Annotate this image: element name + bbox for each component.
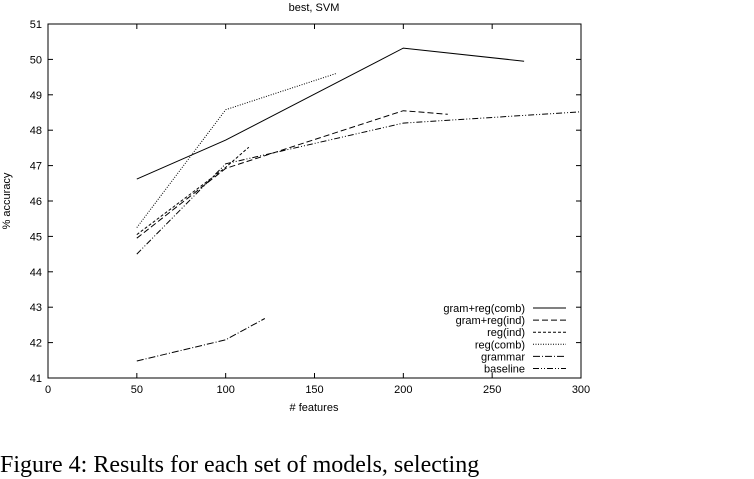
x-axis-title: # features [290,402,339,414]
legend-label: gram+reg(ind) [456,315,525,327]
x-tick-label: 300 [572,384,590,396]
y-tick-label: 42 [30,338,42,350]
x-tick-label: 200 [394,384,412,396]
y-tick-label: 46 [30,196,42,208]
y-tick-label: 49 [30,90,42,102]
figure-caption: Figure 4: Results for each set of models… [0,452,480,478]
series-lines [136,47,582,362]
y-tick-label: 48 [30,125,42,137]
legend: gram+reg(comb)gram+reg(ind)reg(ind)reg(c… [443,303,566,376]
y-tick-label: 47 [30,161,42,173]
series-line-reg(ind) [136,146,250,235]
line-chart: best, SVM 0 50 100 150 200 250 300 41424344454… [1,2,590,414]
y-tick-label: 51 [30,19,42,31]
x-axis: 0 50 100 150 200 250 300 [45,24,590,396]
legend-label: reg(comb) [475,339,525,351]
legend-label: baseline [484,364,525,376]
series-line-reg(comb) [136,73,336,228]
y-tick-label: 43 [30,302,42,314]
y-axis-title: % accuracy [1,172,13,229]
chart-title: best, SVM [289,2,340,14]
y-axis: 41 42 43 44 45 46 47 48 49 50 51 [30,19,581,385]
x-tick-label: 250 [483,384,501,396]
x-tick-label: 100 [216,384,234,396]
series-line-baseline [136,111,582,255]
y-tick-label: 50 [30,54,42,66]
x-tick-label: 150 [305,384,323,396]
y-tick-label: 44 [30,267,42,279]
series-line-gram+reg(comb) [136,47,525,180]
legend-label: reg(ind) [487,327,525,339]
series-line-gram+reg(ind) [136,110,448,239]
y-tick-label: 41 [30,373,42,385]
series-line-grammar [136,318,266,362]
legend-label: grammar [481,351,525,363]
x-tick-label: 50 [131,384,143,396]
x-tick-label: 0 [45,384,51,396]
y-tick-label: 45 [30,231,42,243]
legend-label: gram+reg(comb) [443,303,525,315]
